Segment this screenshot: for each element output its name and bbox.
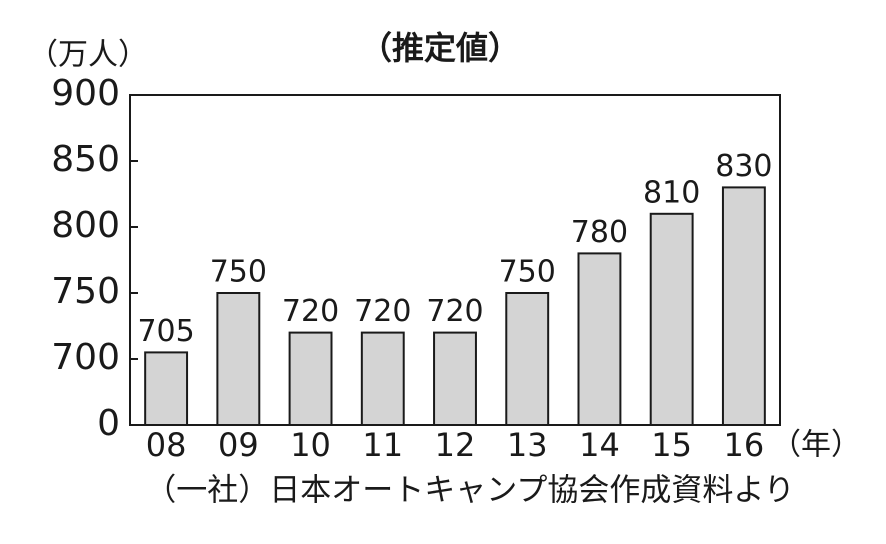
value-label: 720 xyxy=(354,294,411,329)
x-tick-label: 09 xyxy=(218,426,259,464)
bar xyxy=(360,331,405,427)
bar xyxy=(288,331,333,427)
x-tick-label: 16 xyxy=(724,426,765,464)
y-tick-label: 800 xyxy=(51,205,120,246)
x-tick-label: 12 xyxy=(435,426,476,464)
y-tick-label: 900 xyxy=(51,73,120,114)
y-unit: （万人） xyxy=(28,38,148,73)
bar xyxy=(721,186,766,426)
value-label: 705 xyxy=(137,314,194,349)
value-label: 720 xyxy=(282,294,339,329)
x-tick-label: 13 xyxy=(507,426,548,464)
value-label: 750 xyxy=(210,255,267,290)
chart-title: （推定値） xyxy=(360,29,520,67)
value-label: 750 xyxy=(499,255,556,290)
x-tick-label: 10 xyxy=(290,426,331,464)
bar xyxy=(505,292,550,426)
bar xyxy=(577,252,622,426)
value-label: 780 xyxy=(571,215,628,250)
bar xyxy=(433,331,477,427)
bar xyxy=(649,212,694,426)
y-tick-label: 700 xyxy=(51,337,120,378)
x-tick-label: 08 xyxy=(146,426,187,464)
source-note: （一社）日本オートキャンプ協会作成資料より xyxy=(145,473,794,509)
y-tick-label: 0 xyxy=(97,403,120,444)
x-tick-label: 15 xyxy=(651,426,692,464)
bar xyxy=(216,292,261,426)
bar xyxy=(144,351,189,426)
x-unit: （年） xyxy=(771,428,861,463)
value-label: 720 xyxy=(426,294,483,329)
value-label: 810 xyxy=(643,175,700,210)
x-tick-label: 14 xyxy=(579,426,620,464)
value-label: 830 xyxy=(715,149,772,184)
x-tick-label: 11 xyxy=(362,426,403,464)
y-tick-label: 750 xyxy=(51,271,120,312)
y-tick-label: 850 xyxy=(51,139,120,180)
